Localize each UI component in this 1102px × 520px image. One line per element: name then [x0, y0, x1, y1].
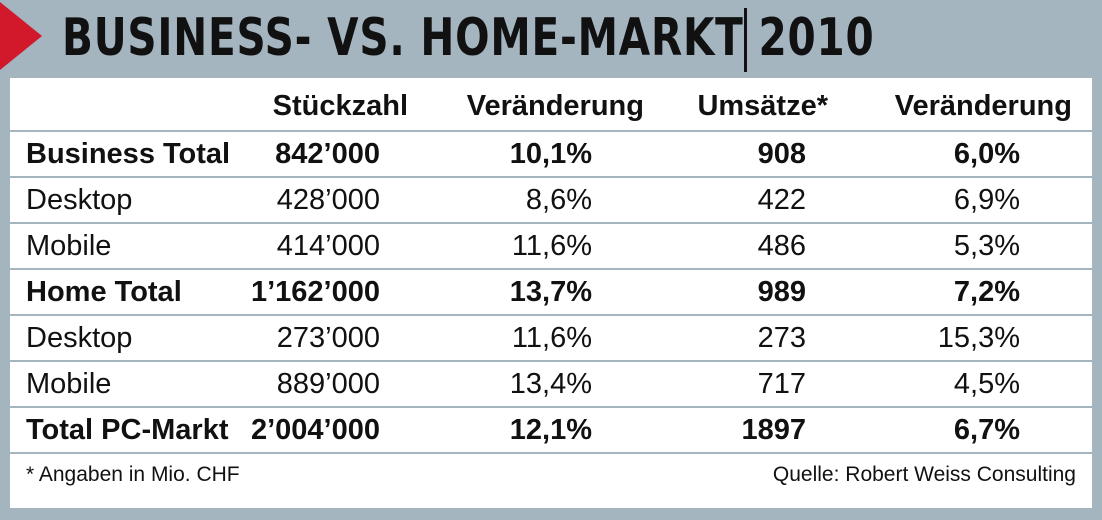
cell-stueckzahl: 273’000 — [276, 322, 380, 354]
cell-umsaetze: 422 — [757, 184, 806, 216]
cell-veraenderung-units: 13,7% — [509, 276, 592, 308]
red-arrow-icon — [0, 2, 42, 70]
column-header-umsaetze: Umsätze* — [697, 90, 828, 122]
cell-veraenderung-revenue: 6,7% — [953, 414, 1020, 446]
cell-veraenderung-revenue: 6,9% — [953, 184, 1020, 216]
cell-stueckzahl: 842’000 — [275, 138, 380, 170]
table-row: Home Total 1’162’000 13,7% 989 7,2% — [10, 270, 1092, 316]
table-row: Mobile 889’000 13,4% 717 4,5% — [10, 362, 1092, 408]
cell-stueckzahl: 414’000 — [276, 230, 380, 262]
row-divider — [10, 360, 1092, 362]
row-label: Home Total — [26, 276, 182, 308]
cell-stueckzahl: 2’004’000 — [250, 414, 380, 446]
column-header-veraenderung-revenue: Veränderung — [894, 90, 1072, 122]
cell-veraenderung-revenue: 4,5% — [953, 368, 1020, 400]
table-row: Business Total 842’000 10,1% 908 6,0% — [10, 132, 1092, 178]
cell-veraenderung-units: 12,1% — [509, 414, 592, 446]
cell-umsaetze: 717 — [757, 368, 806, 400]
chart-title: BUSINESS- VS. HOME-MARKT 2010 — [62, 8, 875, 68]
row-label: Business Total — [26, 138, 231, 170]
table-row: Desktop 428’000 8,6% 422 6,9% — [10, 178, 1092, 224]
cell-veraenderung-units: 8,6% — [525, 184, 592, 216]
source-note: Quelle: Robert Weiss Consulting — [772, 463, 1076, 486]
cell-veraenderung-revenue: 6,0% — [953, 138, 1020, 170]
row-label: Mobile — [26, 368, 112, 400]
cell-veraenderung-units: 13,4% — [509, 368, 592, 400]
row-divider — [10, 314, 1092, 316]
row-divider — [10, 406, 1092, 408]
header-row: Stückzahl Veränderung Umsätze* Veränderu… — [10, 78, 1092, 132]
row-label: Desktop — [26, 184, 133, 216]
cell-veraenderung-units: 10,1% — [509, 138, 592, 170]
table-row: Mobile 414’000 11,6% 486 5,3% — [10, 224, 1092, 270]
cell-umsaetze: 486 — [757, 230, 806, 262]
row-divider — [10, 268, 1092, 270]
cell-stueckzahl: 428’000 — [276, 184, 380, 216]
header-bar: BUSINESS- VS. HOME-MARKT 2010 — [0, 0, 1102, 76]
cell-umsaetze: 1897 — [741, 414, 806, 446]
row-divider — [10, 452, 1092, 454]
cell-veraenderung-revenue: 15,3% — [937, 322, 1020, 354]
footnote: * Angaben in Mio. CHF — [26, 463, 240, 486]
table-row: Desktop 273’000 11,6% 273 15,3% — [10, 316, 1092, 362]
table-footer: * Angaben in Mio. CHF Quelle: Robert Wei… — [10, 454, 1092, 496]
row-label: Mobile — [26, 230, 112, 262]
row-divider — [10, 130, 1092, 132]
row-label: Total PC-Markt — [26, 414, 229, 446]
cell-umsaetze: 273 — [757, 322, 806, 354]
cell-veraenderung-units: 11,6% — [511, 230, 592, 262]
cell-veraenderung-revenue: 5,3% — [953, 230, 1020, 262]
row-divider — [10, 222, 1092, 224]
title-divider — [744, 8, 747, 72]
cell-stueckzahl: 1’162’000 — [250, 276, 380, 308]
cell-umsaetze: 908 — [757, 138, 806, 170]
cell-stueckzahl: 889’000 — [276, 368, 380, 400]
table-panel: Stückzahl Veränderung Umsätze* Veränderu… — [10, 78, 1092, 508]
column-header-veraenderung-units: Veränderung — [466, 90, 644, 122]
cell-veraenderung-revenue: 7,2% — [953, 276, 1020, 308]
row-divider — [10, 176, 1092, 178]
cell-veraenderung-units: 11,6% — [511, 322, 592, 354]
cell-umsaetze: 989 — [757, 276, 806, 308]
row-label: Desktop — [26, 322, 133, 354]
column-header-stueckzahl: Stückzahl — [272, 90, 408, 122]
table-row: Total PC-Markt 2’004’000 12,1% 1897 6,7% — [10, 408, 1092, 454]
